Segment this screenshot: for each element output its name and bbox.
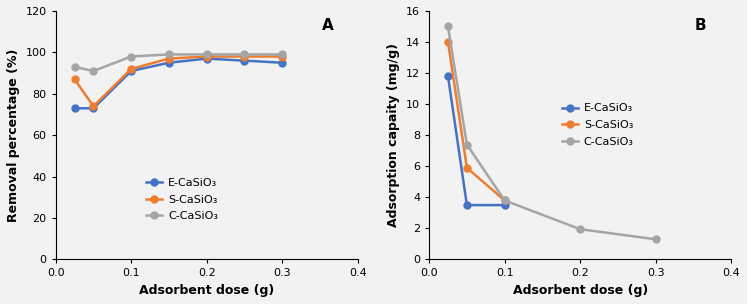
C-CaSiO₃: [89, 69, 98, 73]
Line: E-CaSiO₃: E-CaSiO₃: [444, 73, 508, 209]
X-axis label: Adsorbent dose (g): Adsorbent dose (g): [512, 284, 648, 297]
E-CaSiO₃: [89, 106, 98, 110]
Line: C-CaSiO₃: C-CaSiO₃: [71, 51, 285, 74]
C-CaSiO₃: [70, 65, 79, 69]
S-CaSiO₃: [89, 104, 98, 108]
Y-axis label: Removal percentage (%): Removal percentage (%): [7, 49, 20, 222]
C-CaSiO₃: [576, 227, 585, 231]
C-CaSiO₃: [651, 237, 660, 241]
C-CaSiO₃: [444, 25, 453, 28]
C-CaSiO₃: [462, 143, 471, 146]
S-CaSiO₃: [127, 67, 136, 71]
Y-axis label: Adsorption capaity (mg/g): Adsorption capaity (mg/g): [388, 43, 400, 227]
Text: A: A: [321, 19, 333, 33]
X-axis label: Adsorbent dose (g): Adsorbent dose (g): [139, 284, 274, 297]
Legend: E-CaSiO₃, S-CaSiO₃, C-CaSiO₃: E-CaSiO₃, S-CaSiO₃, C-CaSiO₃: [146, 178, 218, 221]
S-CaSiO₃: [462, 166, 471, 170]
S-CaSiO₃: [444, 40, 453, 44]
Line: S-CaSiO₃: S-CaSiO₃: [444, 39, 508, 204]
C-CaSiO₃: [500, 199, 509, 202]
E-CaSiO₃: [164, 61, 173, 64]
S-CaSiO₃: [164, 57, 173, 60]
S-CaSiO₃: [70, 78, 79, 81]
Line: C-CaSiO₃: C-CaSiO₃: [444, 23, 659, 243]
C-CaSiO₃: [240, 53, 249, 56]
Legend: E-CaSiO₃, S-CaSiO₃, C-CaSiO₃: E-CaSiO₃, S-CaSiO₃, C-CaSiO₃: [562, 103, 633, 147]
Line: E-CaSiO₃: E-CaSiO₃: [71, 55, 285, 112]
Text: B: B: [695, 19, 707, 33]
Line: S-CaSiO₃: S-CaSiO₃: [71, 53, 285, 110]
C-CaSiO₃: [164, 53, 173, 56]
E-CaSiO₃: [70, 106, 79, 110]
C-CaSiO₃: [278, 53, 287, 56]
E-CaSiO₃: [240, 59, 249, 63]
E-CaSiO₃: [500, 203, 509, 207]
E-CaSiO₃: [202, 57, 211, 60]
E-CaSiO₃: [127, 69, 136, 73]
S-CaSiO₃: [202, 55, 211, 58]
E-CaSiO₃: [444, 74, 453, 78]
E-CaSiO₃: [278, 61, 287, 64]
C-CaSiO₃: [127, 55, 136, 58]
S-CaSiO₃: [500, 199, 509, 202]
S-CaSiO₃: [240, 55, 249, 58]
C-CaSiO₃: [202, 53, 211, 56]
S-CaSiO₃: [278, 55, 287, 58]
E-CaSiO₃: [462, 203, 471, 207]
